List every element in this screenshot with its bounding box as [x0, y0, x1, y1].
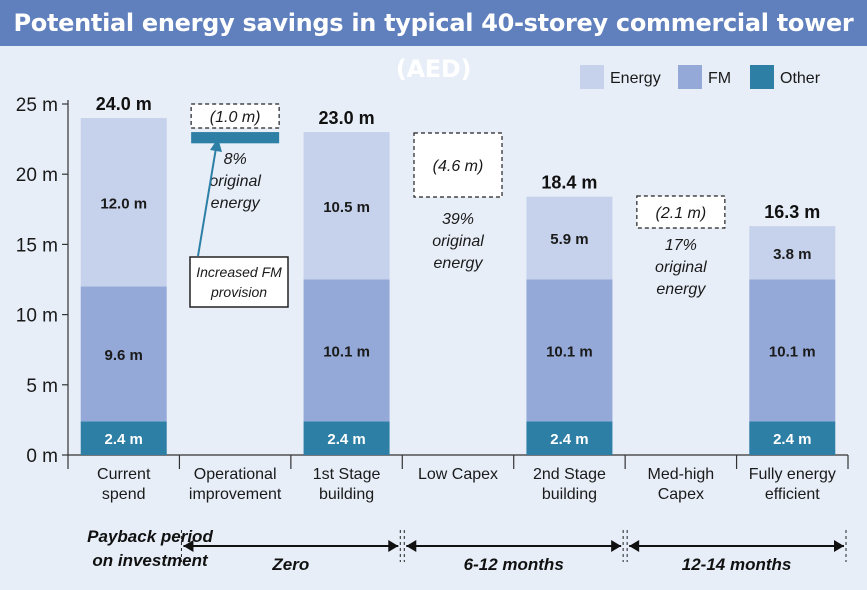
y-tick-label: 25 m: [16, 95, 58, 116]
savings-label: (2.1 m): [656, 205, 707, 222]
annotation-box: [189, 256, 289, 308]
legend-label-fm: FM: [708, 70, 731, 87]
bar-total-label: 24.0 m: [96, 94, 152, 114]
payback-arrow-head-right: [834, 540, 844, 552]
chart-title: Potential energy savings in typical 40-s…: [0, 0, 867, 83]
savings-box: [190, 103, 280, 129]
bar-segment-other: [749, 421, 836, 455]
x-category-label: spend: [102, 486, 146, 503]
data-label-energy: 10.5 m: [323, 199, 370, 216]
bar-segment-energy: [526, 196, 613, 280]
annotation-arrow-head: [210, 138, 222, 152]
bar-segment-energy: [749, 226, 836, 280]
y-tick-label: 10 m: [16, 306, 58, 327]
bar-segment-other: [303, 421, 390, 455]
savings-note: energy: [211, 195, 261, 212]
data-label-energy: 3.8 m: [773, 246, 811, 263]
payback-period-label: 6-12 months: [464, 555, 564, 574]
x-category-label: building: [319, 486, 374, 503]
bar-total-label: 18.4 m: [541, 173, 597, 193]
savings-note: 39%: [442, 211, 474, 228]
legend-label-energy: Energy: [610, 70, 661, 87]
y-tick-label: 20 m: [16, 165, 58, 186]
x-category-label: 1st Stage: [313, 466, 381, 483]
x-category-label: Operational: [194, 466, 277, 483]
savings-label: (4.6 m): [433, 158, 484, 175]
payback-period-label: Zero: [271, 555, 309, 574]
bar-total-label: 16.3 m: [764, 202, 820, 222]
savings-box: [413, 132, 503, 198]
x-category-label: 2nd Stage: [533, 466, 606, 483]
legend-swatch-energy: [580, 65, 604, 89]
data-label-energy: 5.9 m: [550, 231, 588, 248]
annotation-arrow-line: [197, 147, 217, 257]
payback-arrow-head-left: [406, 540, 417, 552]
data-label-fm: 10.1 m: [769, 343, 816, 360]
savings-note: original: [655, 259, 707, 276]
bar-segment-other: [80, 421, 167, 455]
savings-note: original: [432, 233, 484, 250]
bar-segment-other: [526, 421, 613, 455]
bar-segment-fm: [303, 279, 390, 422]
data-label-other: 2.4 m: [773, 431, 811, 448]
y-tick-label: 5 m: [26, 376, 58, 397]
y-tick-label: 15 m: [16, 235, 58, 256]
x-category-label: Fully energy: [749, 466, 836, 483]
fm-provision-bar: [191, 132, 280, 144]
savings-note: energy: [434, 255, 484, 272]
data-label-fm: 9.6 m: [105, 347, 143, 364]
x-category-label: Low Capex: [418, 466, 498, 483]
bar-segment-fm: [80, 286, 167, 422]
bar-segment-fm: [526, 279, 613, 422]
legend-swatch-fm: [678, 65, 702, 89]
payback-arrow-head-left: [629, 540, 640, 552]
bar-segment-energy: [303, 132, 390, 280]
savings-note: original: [209, 173, 261, 190]
x-category-label: improvement: [189, 486, 282, 503]
y-tick-label: 0 m: [26, 446, 58, 467]
payback-arrow-head-right: [388, 540, 399, 552]
annotation-text: provision: [210, 284, 267, 300]
data-label-fm: 10.1 m: [546, 343, 593, 360]
payback-label: on investment: [92, 551, 209, 570]
savings-note: 8%: [224, 151, 247, 168]
x-category-label: Current: [97, 466, 151, 483]
x-category-label: building: [542, 486, 597, 503]
savings-note: energy: [656, 281, 706, 298]
bar-segment-energy: [80, 118, 167, 287]
savings-box: [636, 195, 726, 229]
data-label-other: 2.4 m: [327, 431, 365, 448]
data-label-fm: 10.1 m: [323, 343, 370, 360]
legend-swatch-other: [750, 65, 774, 89]
data-label-other: 2.4 m: [550, 431, 588, 448]
legend-label-other: Other: [780, 70, 821, 87]
payback-period-label: 12-14 months: [682, 555, 792, 574]
x-category-label: efficient: [765, 486, 820, 503]
bar-total-label: 23.0 m: [319, 108, 375, 128]
data-label-other: 2.4 m: [105, 431, 143, 448]
payback-label: Payback period: [87, 527, 213, 546]
savings-label: (1.0 m): [210, 109, 261, 126]
bar-segment-fm: [749, 279, 836, 422]
x-category-label: Capex: [658, 486, 704, 503]
payback-arrow-head-left: [183, 540, 194, 552]
annotation-text: Increased FM: [196, 264, 282, 280]
x-category-label: Med-high: [648, 466, 715, 483]
data-label-energy: 12.0 m: [100, 195, 147, 212]
payback-arrow-head-right: [611, 540, 622, 552]
savings-note: 17%: [665, 237, 697, 254]
